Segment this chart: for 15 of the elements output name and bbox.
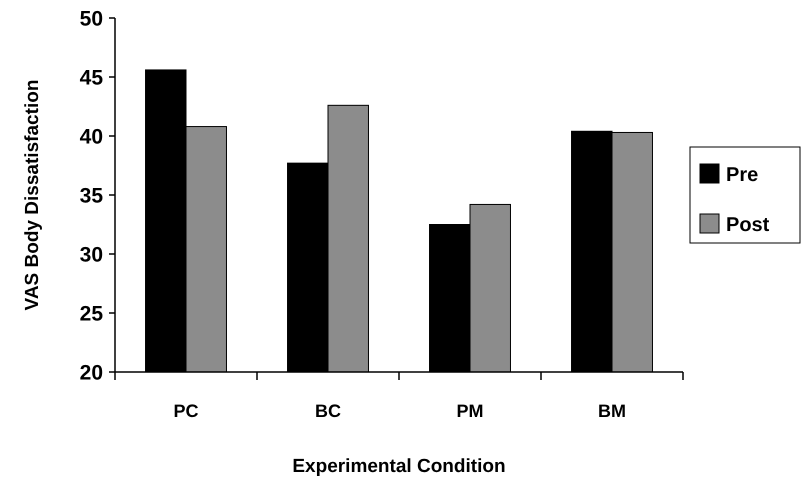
x-tick-label: PC [173,401,199,421]
y-tick-label: 40 [80,125,103,148]
x-axis-title: Experimental Condition [292,456,506,477]
legend-label: Pre [726,164,758,186]
y-tick-label: 50 [80,7,103,30]
y-tick-label: 45 [80,66,104,90]
x-tick-label: BC [315,401,341,421]
y-tick-label: 35 [80,184,104,208]
y-tick-label: 20 [80,361,103,384]
y-axis-title: VAS Body Dissatisfaction [22,80,43,310]
x-tick-label: PM [456,401,484,421]
y-tick-label: 25 [80,302,104,326]
y-tick-label: 30 [80,243,103,266]
legend-label: Post [726,214,770,236]
x-tick-label: BM [598,401,626,421]
